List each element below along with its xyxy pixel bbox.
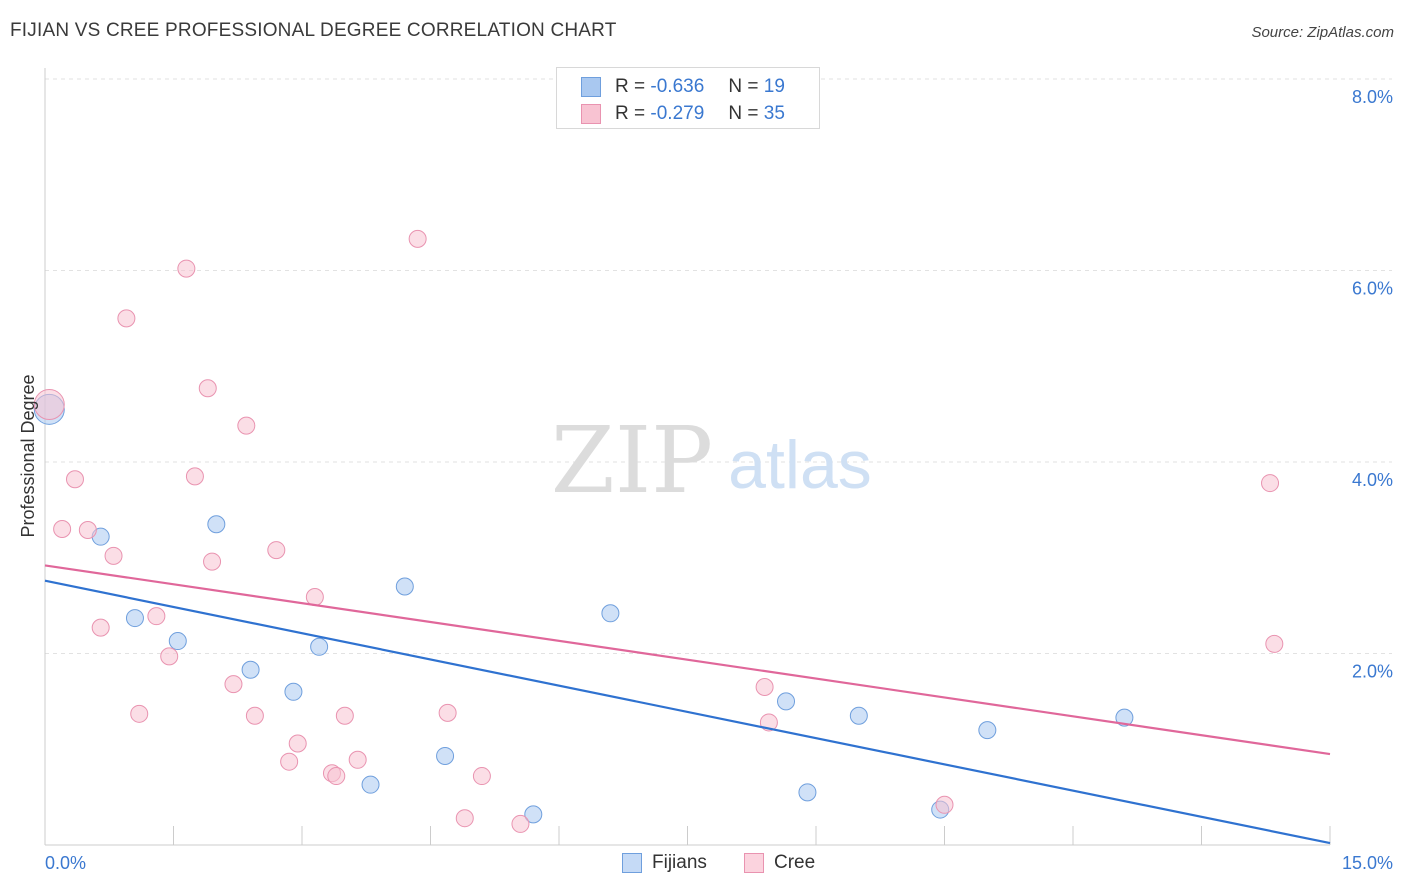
point-cree [185, 467, 204, 486]
axes [44, 68, 1331, 846]
trend-line-cree [44, 564, 1331, 756]
source-label: Source: ZipAtlas.com [1251, 24, 1394, 41]
bottom-legend-swatch-cree [744, 853, 764, 873]
point-cree [1261, 474, 1280, 493]
point-cree [511, 814, 530, 833]
point-cree [1265, 634, 1284, 653]
point-cree [288, 734, 307, 753]
point-cree [203, 552, 222, 571]
point-cree [438, 703, 457, 722]
point-fijians [395, 577, 414, 596]
y-axis-label: Professional Degree [18, 374, 38, 537]
point-fijians [168, 632, 187, 651]
legend-swatch-fijians [581, 77, 601, 97]
y-tick-label: 4.0% [1352, 470, 1393, 490]
point-cree [160, 647, 179, 666]
point-fijians [125, 609, 144, 628]
point-fijians [1115, 708, 1134, 727]
chart-title: FIJIAN VS CREE PROFESSIONAL DEGREE CORRE… [10, 20, 617, 41]
watermark: ZIP atlas [551, 407, 872, 514]
grid-lines [45, 78, 1392, 654]
point-cree [78, 520, 97, 539]
point-cree [53, 520, 72, 539]
legend-r-label: R = [615, 103, 646, 124]
point-cree [305, 588, 324, 607]
data-points [33, 229, 1284, 833]
watermark-zip: ZIP [551, 407, 713, 514]
y-tick-label: 2.0% [1352, 662, 1393, 682]
point-cree [472, 767, 491, 786]
legend-row-fijians: R = -0.636 N = 19 [581, 75, 785, 99]
point-fijians [978, 721, 997, 740]
point-fijians [361, 775, 380, 794]
bottom-legend-swatch-fijians [622, 853, 642, 873]
point-fijians [207, 515, 226, 534]
bottom-legend-fijians[interactable]: Fijians [622, 852, 707, 874]
point-cree [104, 546, 123, 565]
legend-n-label: N = [728, 103, 759, 124]
point-fijians [241, 660, 260, 679]
legend-r-label: R = [615, 76, 646, 97]
point-cree [198, 379, 217, 398]
y-tick-label: 6.0% [1352, 279, 1393, 299]
point-cree [224, 675, 243, 694]
point-cree [147, 607, 166, 626]
watermark-atlas: atlas [728, 427, 872, 503]
point-fijians [310, 637, 329, 656]
tick-labels: 2.0% 4.0% 6.0% 8.0% 0.0% 15.0% [45, 87, 1393, 873]
legend-row-cree: R = -0.279 N = 35 [581, 102, 785, 126]
stats-legend: R = -0.636 N = 19 R = -0.279 N = 35 [556, 67, 820, 129]
point-cree [348, 750, 367, 769]
y-tick-label: 8.0% [1352, 87, 1393, 107]
point-cree [408, 229, 427, 248]
point-cree [455, 809, 474, 828]
point-fijians [777, 692, 796, 711]
point-cree [327, 767, 346, 786]
point-cree [33, 389, 65, 421]
point-cree [935, 795, 954, 814]
point-fijians [436, 746, 455, 765]
legend-r-value: -0.636 [650, 76, 705, 97]
point-cree [280, 752, 299, 771]
point-fijians [849, 706, 868, 725]
point-cree [245, 706, 264, 725]
point-fijians [284, 682, 303, 701]
point-cree [267, 541, 286, 560]
point-cree [755, 678, 774, 697]
legend-n-value: 19 [763, 76, 785, 97]
point-cree [117, 309, 136, 328]
point-fijians [601, 604, 620, 623]
x-tick-label-max: 15.0% [1342, 853, 1393, 873]
point-fijians [798, 783, 817, 802]
point-cree [177, 259, 196, 278]
trend-lines [44, 564, 1331, 845]
legend-r-value: -0.279 [650, 103, 705, 124]
point-cree [335, 706, 354, 725]
legend-n-value: 35 [763, 103, 785, 124]
legend-swatch-cree [581, 104, 601, 124]
point-cree [91, 618, 110, 637]
bottom-legend-label-cree: Cree [774, 852, 816, 873]
point-fijians [524, 805, 543, 824]
bottom-legend-cree[interactable]: Cree [744, 852, 815, 874]
point-cree [237, 416, 256, 435]
point-cree [65, 470, 84, 489]
x-tick-label-min: 0.0% [45, 853, 86, 873]
legend-n-label: N = [728, 76, 759, 97]
point-cree [130, 704, 149, 723]
trend-line-fijians [44, 579, 1331, 845]
bottom-legend-label-fijians: Fijians [652, 852, 707, 873]
